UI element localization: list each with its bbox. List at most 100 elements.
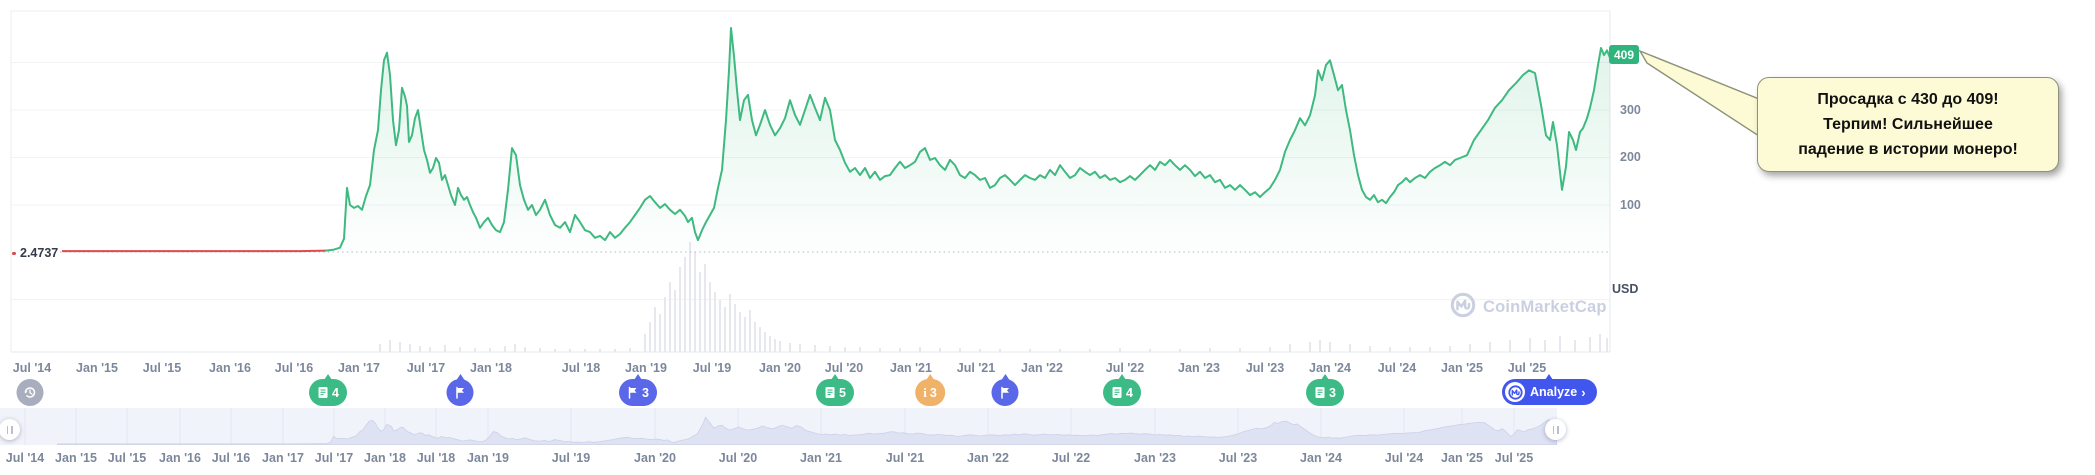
doc-icon (824, 386, 836, 399)
badge-count: 3 (1329, 385, 1336, 400)
timeline-badge-history[interactable] (16, 379, 44, 406)
navigator-left-handle[interactable] (0, 419, 20, 440)
doc-icon (1111, 386, 1123, 399)
x-tick-label: Jul '20 (718, 451, 758, 465)
doc-icon (1314, 386, 1326, 399)
history-icon (23, 385, 38, 400)
x-tick-label: Jan '19 (625, 361, 667, 375)
x-tick-label: Jan '16 (159, 451, 201, 465)
flag-icon (999, 386, 1011, 399)
x-tick-label: Jul '19 (692, 361, 732, 375)
x-tick-label: Jul '21 (885, 451, 925, 465)
x-tick-label: Jan '22 (967, 451, 1009, 465)
x-tick-label: Jul '25 (1494, 451, 1534, 465)
timeline-badge-doc[interactable]: 4 (1103, 374, 1141, 406)
x-tick-label: Jul '15 (142, 361, 182, 375)
x-tick-label: Jan '25 (1441, 451, 1483, 465)
info-icon: i (923, 384, 927, 400)
timeline-badge-flag[interactable]: 3 (619, 374, 657, 406)
current-price-badge: 409 (1609, 45, 1639, 64)
chevron-right-icon: › (1581, 384, 1586, 400)
flag-icon (454, 386, 466, 399)
x-tick-label: Jan '24 (1309, 361, 1351, 375)
x-tick-label: Jan '24 (1300, 451, 1342, 465)
x-tick-label: Jul '23 (1245, 361, 1285, 375)
badge-pin (1320, 374, 1329, 380)
analyze-button[interactable]: Analyze › (1502, 374, 1597, 405)
x-tick-label: Jul '22 (1051, 451, 1091, 465)
start-price-label: 2.4737 (12, 246, 58, 260)
y-tick-label: 200 (1620, 150, 1641, 165)
x-tick-label: Jul '14 (12, 361, 52, 375)
y-tick-label: 300 (1620, 102, 1641, 117)
timeline-badge-doc[interactable]: 3 (1306, 374, 1344, 406)
annotation-line: Терпим! Сильнейшее (1823, 116, 1993, 133)
x-tick-label: Jul '15 (107, 451, 147, 465)
x-tick-label: Jul '22 (1105, 361, 1145, 375)
badge-count: 4 (1126, 385, 1133, 400)
x-tick-label: Jan '15 (76, 361, 118, 375)
badge-count: 5 (839, 385, 846, 400)
x-tick-label: Jan '20 (759, 361, 801, 375)
badge-pin (323, 374, 332, 380)
analyze-label: Analyze (1530, 385, 1578, 399)
x-tick-label: Jul '19 (551, 451, 591, 465)
x-tick-label: Jul '24 (1377, 361, 1417, 375)
annotation-callout: Просадка с 430 до 409! Терпим! Сильнейше… (1757, 77, 2059, 172)
badge-pin (830, 374, 839, 380)
timeline-badge-flag[interactable] (991, 374, 1019, 406)
annotation-pointer (1638, 49, 1760, 138)
badge-pin (633, 374, 642, 380)
coinmarketcap-logo-icon (1450, 292, 1476, 323)
range-navigator-chart (24, 408, 1557, 445)
navigator-right-handle[interactable] (1545, 419, 1566, 440)
badge-pin (1001, 374, 1009, 380)
annotation-line: падение в истории монеро! (1798, 141, 2018, 158)
timeline-badge-flag[interactable] (446, 374, 474, 406)
analyze-pin (1545, 374, 1554, 380)
doc-icon (317, 386, 329, 399)
coinmarketcap-watermark: CoinMarketCap (1450, 292, 1607, 323)
currency-label: USD (1612, 282, 1639, 296)
timeline-badge-doc[interactable]: 5 (816, 374, 854, 406)
x-tick-label: Jan '18 (364, 451, 406, 465)
x-tick-label: Jul '23 (1218, 451, 1258, 465)
x-tick-label: Jul '21 (956, 361, 996, 375)
x-tick-label: Jan '25 (1441, 361, 1483, 375)
x-tick-label: Jan '17 (262, 451, 304, 465)
x-tick-label: Jul '24 (1384, 451, 1424, 465)
flag-icon (627, 386, 639, 399)
x-tick-label: Jul '17 (314, 451, 354, 465)
x-tick-label: Jan '21 (890, 361, 932, 375)
x-tick-label: Jul '18 (561, 361, 601, 375)
price-line-chart[interactable] (0, 0, 1612, 354)
badge-pin (1117, 374, 1126, 380)
badge-count: 3 (642, 385, 649, 400)
x-tick-label: Jul '25 (1507, 361, 1547, 375)
x-tick-label: Jul '14 (5, 451, 45, 465)
badge-count: 4 (332, 385, 339, 400)
badge-pin (456, 374, 464, 380)
x-tick-label: Jan '16 (209, 361, 251, 375)
x-tick-label: Jul '20 (824, 361, 864, 375)
x-tick-label: Jan '22 (1021, 361, 1063, 375)
start-price-value: 2.4737 (20, 246, 59, 260)
x-tick-label: Jan '17 (338, 361, 380, 375)
series-start-marker (12, 251, 16, 255)
timeline-badge-doc[interactable]: 4 (309, 374, 347, 406)
watermark-text: CoinMarketCap (1483, 298, 1607, 316)
x-tick-label: Jan '18 (470, 361, 512, 375)
badge-pin (925, 374, 934, 380)
x-tick-label: Jul '16 (211, 451, 251, 465)
x-tick-label: Jan '23 (1134, 451, 1176, 465)
range-navigator[interactable] (0, 408, 1557, 445)
x-tick-label: Jul '16 (274, 361, 314, 375)
x-tick-label: Jul '17 (406, 361, 446, 375)
x-tick-label: Jan '21 (800, 451, 842, 465)
x-tick-label: Jul '18 (416, 451, 456, 465)
x-tick-label: Jan '19 (467, 451, 509, 465)
y-tick-label: 100 (1620, 197, 1641, 212)
badge-count: 3 (929, 385, 937, 400)
